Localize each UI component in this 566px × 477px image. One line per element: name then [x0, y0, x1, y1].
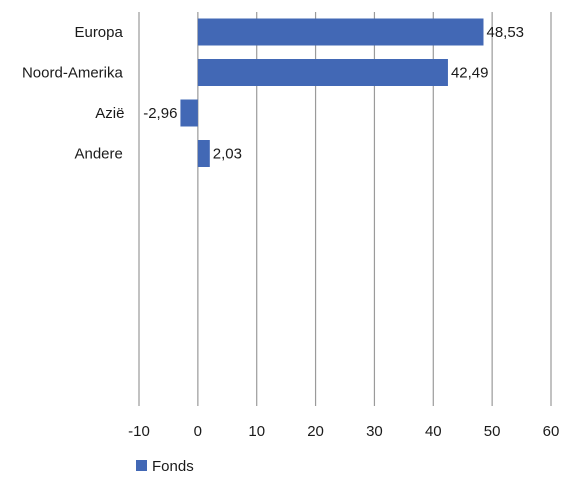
data-label-andere: 2,03 [213, 146, 242, 163]
bar-andere [197, 140, 210, 167]
legend-label-fonds: Fonds [152, 458, 194, 475]
legend: Fonds [136, 458, 194, 475]
bar-noord-amerika [197, 59, 448, 86]
x-tick-label-0: 0 [194, 423, 202, 440]
legend-swatch-fonds [136, 460, 147, 471]
data-label-noord-amerika: 42,49 [451, 65, 489, 82]
x-tick-label-20: 20 [307, 423, 324, 440]
x-tick-label-30: 30 [366, 423, 383, 440]
x-tick-label-40: 40 [425, 423, 442, 440]
x-tick-label-10: -10 [128, 423, 150, 440]
bar-europa [197, 18, 484, 46]
bar-azie [180, 99, 198, 127]
x-tick-label-60: 60 [543, 423, 560, 440]
data-label-europa: 48,53 [486, 24, 524, 41]
data-label-azie: -2,96 [143, 105, 177, 122]
category-label-andere: Andere [74, 146, 122, 163]
x-axis-ticks: -10 0 10 20 30 40 50 60 [128, 423, 559, 440]
category-label-europa: Europa [74, 24, 123, 41]
category-labels: Europa Noord-Amerika Azië Andere [22, 24, 124, 163]
data-labels: 48,53 42,49 -2,96 2,03 [143, 24, 524, 163]
x-tick-label-50: 50 [484, 423, 501, 440]
bars [180, 18, 484, 167]
category-label-noord-amerika: Noord-Amerika [22, 65, 124, 82]
category-label-azie: Azië [95, 105, 124, 122]
x-tick-label-10: 10 [248, 423, 265, 440]
